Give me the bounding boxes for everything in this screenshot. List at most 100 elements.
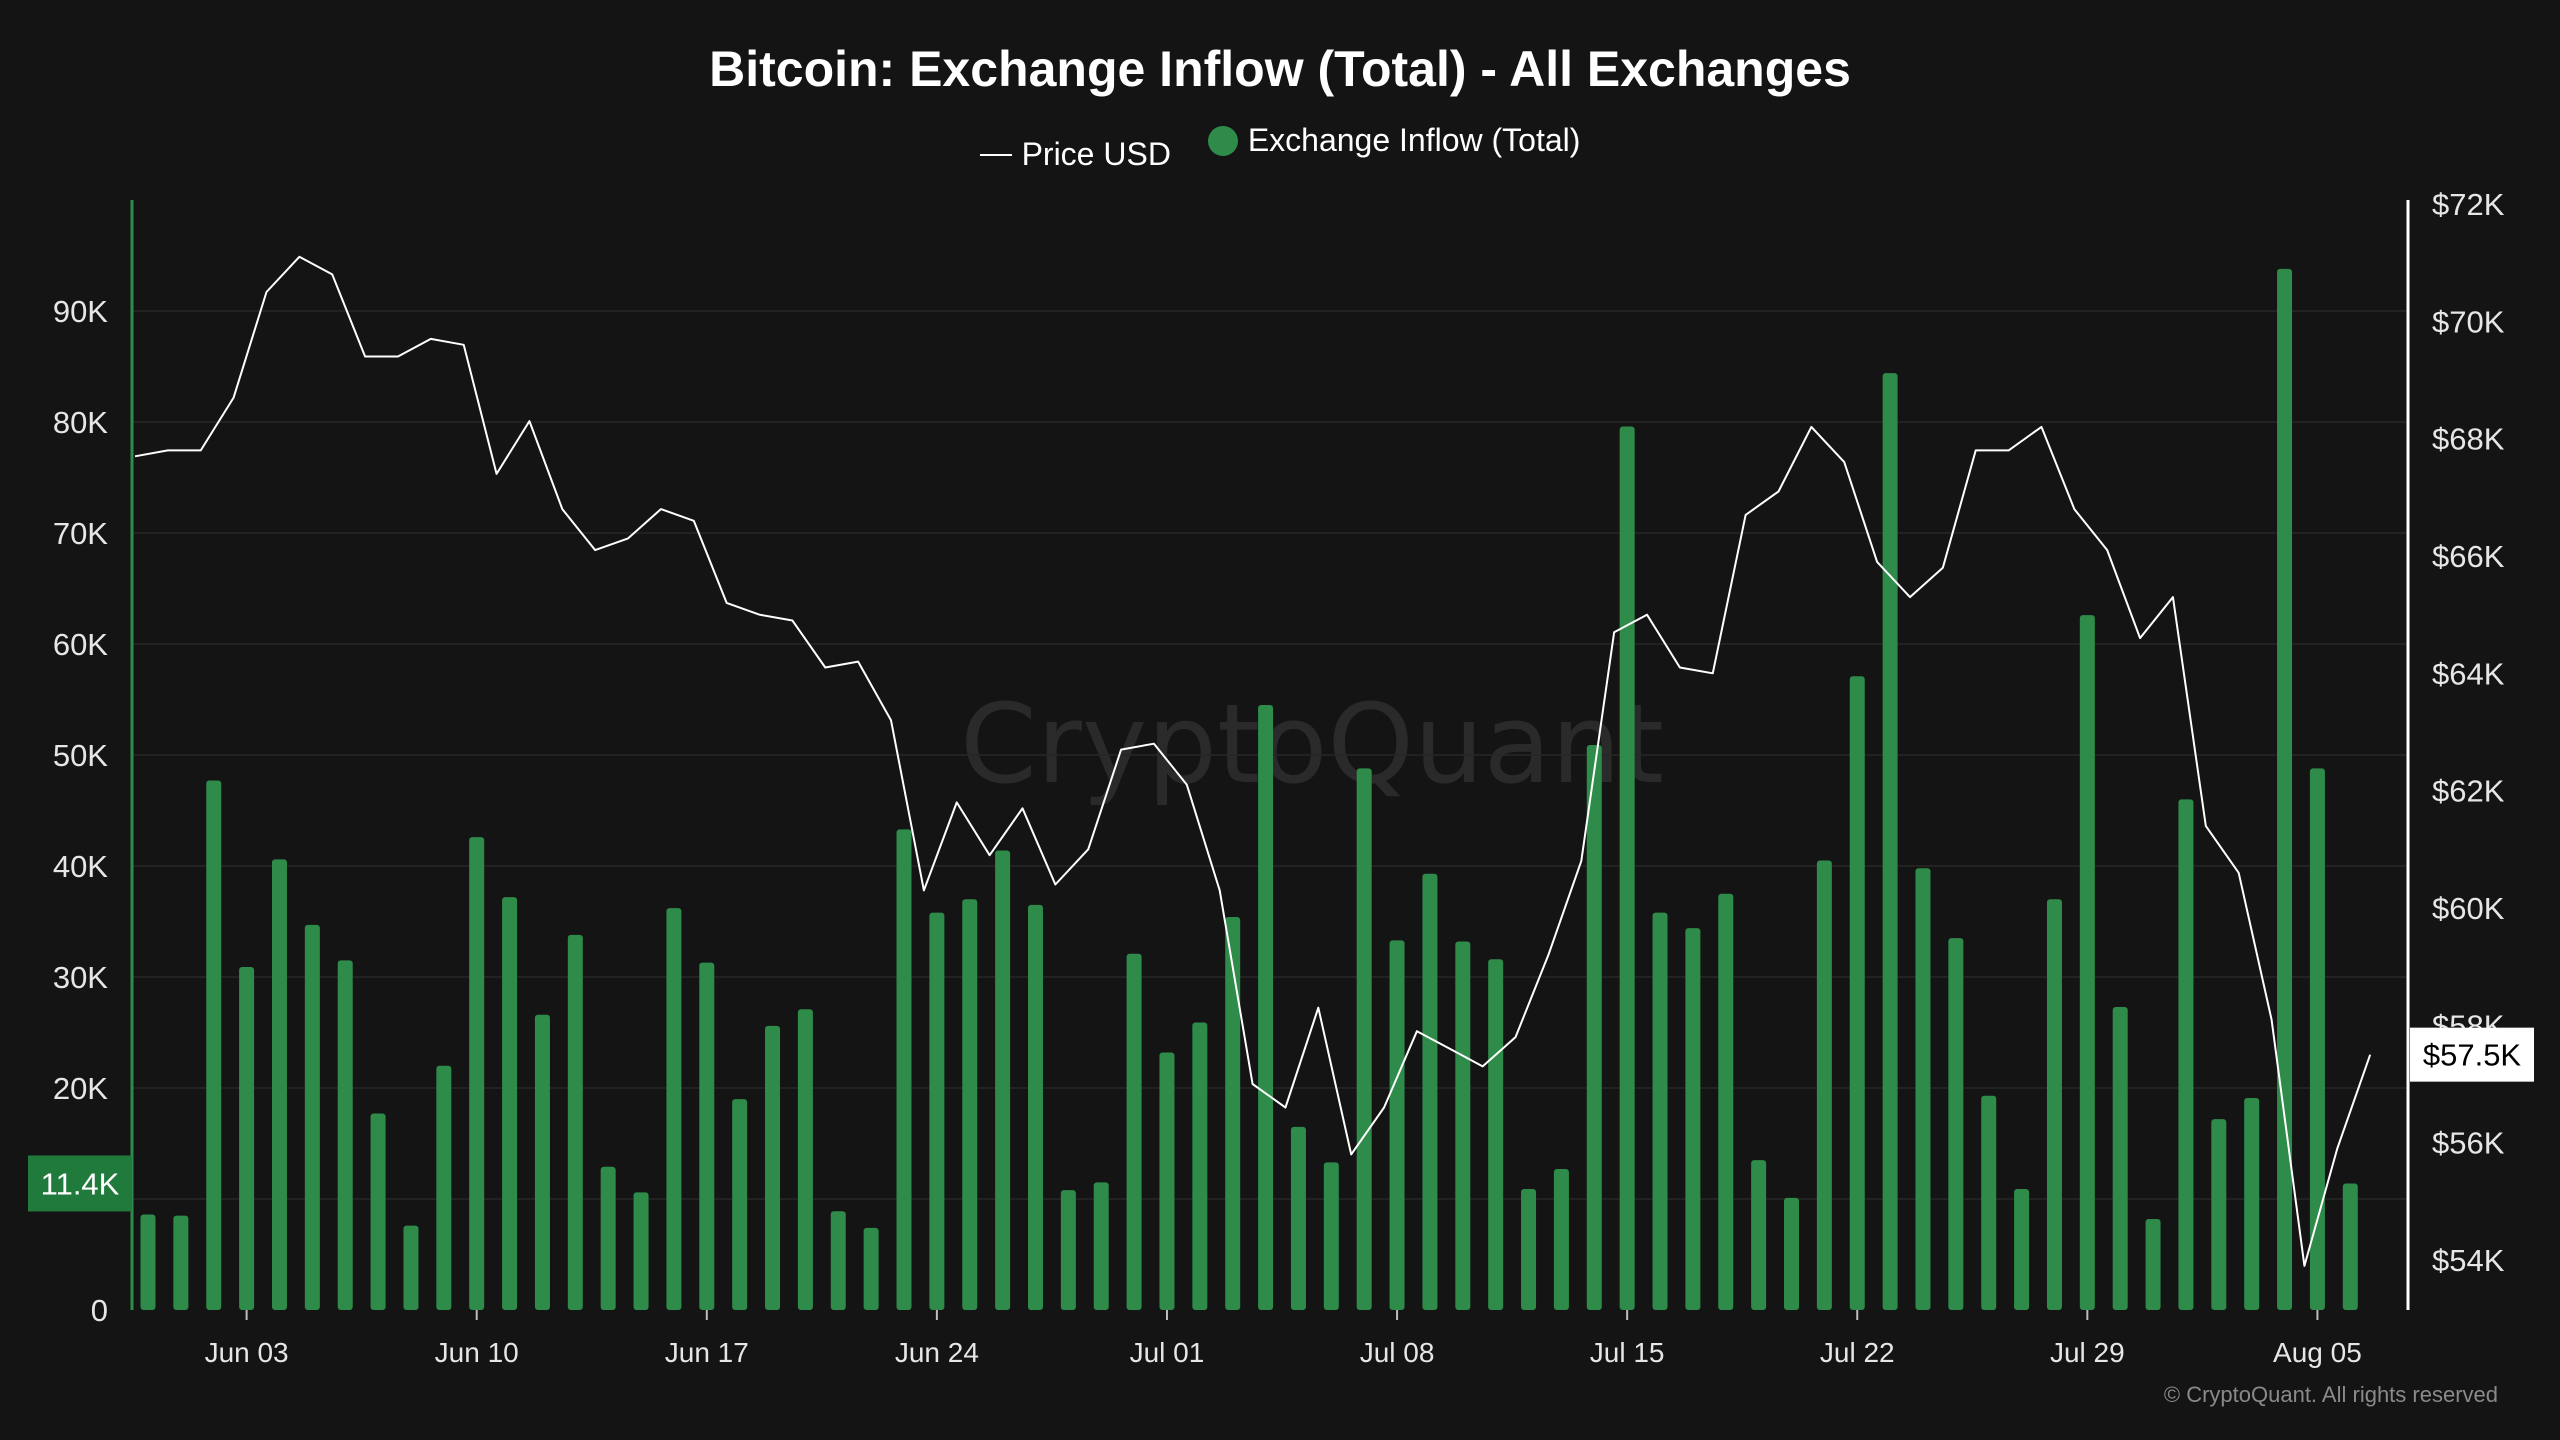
right-tick-label: $64K xyxy=(2432,656,2505,691)
inflow-bar xyxy=(1718,893,1734,1310)
inflow-bar xyxy=(765,1025,781,1310)
x-tick-label: Jun 03 xyxy=(205,1337,289,1368)
inflow-bar xyxy=(1488,959,1504,1310)
axes: 010K20K30K40K50K60K70K80K90K$54K$56K$58K… xyxy=(53,187,2505,1368)
inflow-bar xyxy=(1192,1022,1208,1310)
inflow-bar xyxy=(2211,1119,2227,1310)
left-tick-label: 60K xyxy=(53,627,108,662)
inflow-bar xyxy=(1652,912,1668,1310)
legend-label-inflow: Exchange Inflow (Total) xyxy=(1247,122,1581,158)
inflow-bar xyxy=(1356,768,1372,1310)
price-line xyxy=(134,255,2372,1267)
inflow-bar xyxy=(567,934,583,1310)
x-tick-label: Jun 10 xyxy=(435,1337,519,1368)
inflow-bar xyxy=(1389,940,1405,1310)
inflow-bar xyxy=(1816,860,1832,1310)
inflow-bar xyxy=(1323,1162,1339,1310)
x-tick-label: Jun 17 xyxy=(665,1337,749,1368)
inflow-bar xyxy=(600,1166,616,1310)
inflow-bar xyxy=(2046,899,2062,1310)
inflow-bar xyxy=(271,859,287,1310)
x-tick-label: Jul 08 xyxy=(1360,1337,1435,1368)
right-tick-label: $68K xyxy=(2432,422,2505,457)
inflow-bar xyxy=(1586,745,1602,1310)
inflow-bar xyxy=(1521,1189,1537,1310)
inflow-bar xyxy=(1751,1160,1767,1310)
left-tick-label: 90K xyxy=(53,294,108,329)
right-current-marker-label: $57.5K xyxy=(2423,1038,2522,1073)
right-tick-label: $72K xyxy=(2432,187,2505,222)
x-tick-label: Aug 05 xyxy=(2273,1337,2362,1368)
inflow-bar xyxy=(1915,868,1931,1310)
legend-item-price[interactable]: Price USD xyxy=(979,136,1171,173)
x-tick-label: Jun 24 xyxy=(895,1337,979,1368)
left-current-marker-label: 11.4K xyxy=(41,1166,120,1201)
inflow-bar xyxy=(2342,1183,2358,1310)
inflow-bar xyxy=(1784,1197,1799,1310)
left-tick-label: 50K xyxy=(53,738,108,773)
legend-item-inflow[interactable]: Exchange Inflow (Total) xyxy=(1207,122,1581,159)
inflow-bar xyxy=(2145,1218,2161,1310)
inflow-bar xyxy=(1159,1052,1175,1310)
inflow-bar xyxy=(2277,268,2293,1310)
inflow-bar xyxy=(2178,799,2194,1310)
inflow-bar xyxy=(2112,1006,2128,1310)
inflow-bar xyxy=(896,829,912,1310)
inflow-bar xyxy=(1060,1190,1076,1310)
price-line-swatch xyxy=(979,153,1012,156)
inflow-bars xyxy=(140,268,2358,1310)
value-markers: 11.4K $57.5K xyxy=(28,1027,2534,1212)
inflow-bar xyxy=(1619,426,1635,1310)
inflow-bar xyxy=(1093,1182,1109,1310)
left-current-marker xyxy=(28,1155,132,1212)
legend-label-price: Price USD xyxy=(1021,136,1171,172)
inflow-bar xyxy=(337,960,353,1310)
x-tick-label: Jul 01 xyxy=(1130,1337,1205,1368)
x-tick-label: Jul 29 xyxy=(2050,1337,2125,1368)
x-tick-label: Jul 22 xyxy=(1820,1337,1895,1368)
inflow-bar xyxy=(1290,1126,1306,1310)
inflow-bar xyxy=(1685,928,1701,1310)
left-tick-label: 30K xyxy=(53,960,108,995)
left-tick-label: 80K xyxy=(53,405,108,440)
left-tick-label: 70K xyxy=(53,516,108,551)
inflow-bar xyxy=(995,850,1011,1310)
inflow-bar xyxy=(436,1065,452,1310)
right-tick-label: $56K xyxy=(2432,1126,2505,1161)
inflow-bar xyxy=(2079,615,2095,1310)
inflow-bar xyxy=(929,912,945,1310)
inflow-bar xyxy=(1422,873,1438,1310)
inflow-bar xyxy=(962,899,978,1310)
inflow-bar xyxy=(1027,904,1043,1310)
inflow-bar xyxy=(469,837,485,1310)
x-tick-label: Jul 15 xyxy=(1590,1337,1665,1368)
inflow-bar xyxy=(173,1215,189,1310)
inflow-bar xyxy=(2244,1097,2260,1310)
inflow-bar xyxy=(633,1192,649,1310)
inflow-bar xyxy=(502,897,518,1310)
inflow-bar xyxy=(1553,1169,1569,1310)
inflow-bar xyxy=(239,967,255,1310)
right-tick-label: $54K xyxy=(2432,1243,2505,1278)
right-current-marker xyxy=(2410,1027,2534,1082)
inflow-bar xyxy=(1849,676,1865,1310)
right-tick-label: $70K xyxy=(2432,304,2505,339)
inflow-bar xyxy=(534,1014,550,1310)
inflow-bar xyxy=(666,908,682,1310)
inflow-bar xyxy=(1126,953,1142,1310)
right-tick-label: $62K xyxy=(2432,774,2505,809)
right-tick-label: $66K xyxy=(2432,539,2505,574)
inflow-bar xyxy=(140,1214,156,1310)
left-tick-label: 0 xyxy=(91,1293,108,1328)
copyright-text: © CryptoQuant. All rights reserved xyxy=(2163,1382,2498,1407)
left-tick-label: 20K xyxy=(53,1071,108,1106)
price-series xyxy=(134,255,2372,1267)
inflow-bar xyxy=(1258,705,1274,1310)
inflow-bar xyxy=(1948,938,1964,1310)
inflow-bar xyxy=(2309,768,2325,1310)
inflow-bar xyxy=(1455,941,1471,1310)
inflow-bar xyxy=(863,1227,879,1310)
inflow-bar xyxy=(699,962,715,1310)
watermark: CryptoQuant xyxy=(960,680,1664,808)
